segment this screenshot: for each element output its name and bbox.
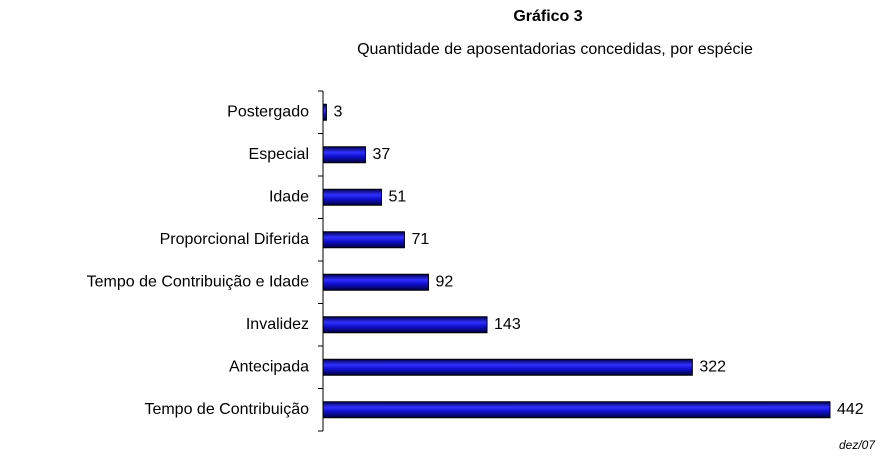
annotation: dez/07 — [839, 438, 876, 452]
data-label: 143 — [494, 316, 521, 333]
data-label: 442 — [837, 401, 864, 418]
y-tick-label: Invalidez — [246, 316, 309, 333]
data-label: 37 — [372, 146, 390, 163]
y-tick-label: Idade — [269, 188, 309, 205]
data-label: 3 — [333, 103, 342, 120]
bar — [322, 273, 430, 291]
bar — [322, 358, 693, 376]
y-tick-label: Postergado — [227, 103, 309, 120]
y-tick-label: Especial — [249, 146, 309, 163]
bar — [322, 401, 831, 419]
data-label: 322 — [699, 358, 726, 375]
data-label: 92 — [436, 273, 454, 290]
chart-title: Gráfico 3 — [513, 8, 582, 25]
data-label: 51 — [389, 188, 407, 205]
bar — [322, 316, 488, 334]
chart-subtitle: Quantidade de aposentadorias concedidas,… — [357, 41, 753, 58]
bar — [322, 146, 366, 164]
bar — [322, 103, 327, 121]
y-tick-label: Proporcional Diferida — [160, 231, 310, 248]
y-tick-label: Tempo de Contribuição e Idade — [87, 273, 309, 290]
y-tick-label: Antecipada — [229, 358, 309, 375]
bar — [322, 188, 382, 206]
bar — [322, 231, 405, 249]
y-tick-label: Tempo de Contribuição — [144, 401, 309, 418]
data-label: 71 — [411, 231, 429, 248]
